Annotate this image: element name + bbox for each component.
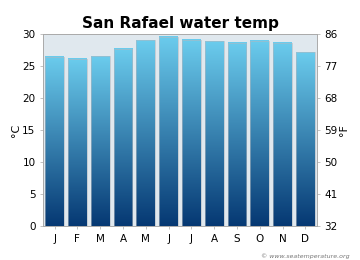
Y-axis label: °C: °C [11, 124, 21, 136]
Bar [114, 49, 132, 226]
Y-axis label: °F: °F [339, 124, 349, 136]
Bar [159, 37, 178, 226]
Bar [273, 43, 292, 226]
Bar [182, 40, 201, 226]
Bar [136, 40, 155, 226]
Bar [68, 59, 87, 226]
Bar [205, 42, 224, 226]
Title: San Rafael water temp: San Rafael water temp [82, 16, 278, 31]
Bar [91, 56, 109, 226]
Text: © www.seatemperature.org: © www.seatemperature.org [261, 253, 349, 259]
Bar [251, 41, 269, 226]
Bar [45, 57, 64, 226]
Bar [296, 53, 315, 226]
Bar [228, 43, 246, 226]
